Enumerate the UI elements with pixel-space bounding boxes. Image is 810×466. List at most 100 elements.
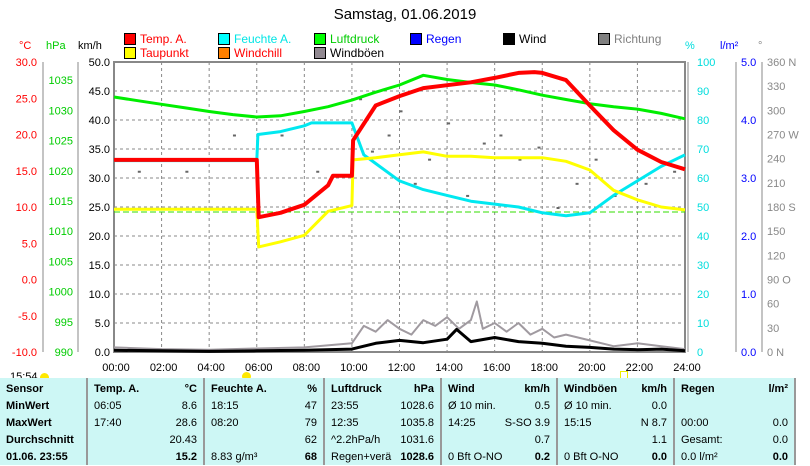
cell-value: 1.1 bbox=[651, 434, 667, 446]
table-row: 12:35 1035.8 bbox=[331, 415, 434, 432]
cell-value: N 8.7 bbox=[640, 417, 667, 429]
rain-tick-label: 3.0 bbox=[741, 173, 756, 185]
x-tick-label: 08:00 bbox=[293, 362, 321, 374]
percent-tick-label: 10 bbox=[697, 318, 709, 330]
table-row: Durchschnitt bbox=[6, 432, 80, 449]
direction-tick-label: 300 bbox=[767, 105, 785, 117]
cell-value: km/h bbox=[524, 383, 550, 395]
x-tick-label: 06:00 bbox=[245, 362, 273, 374]
legend-item: Temp. A. bbox=[124, 32, 187, 46]
hpa-tick-label: 1015 bbox=[49, 196, 73, 208]
cell-value: 1028.6 bbox=[400, 451, 434, 463]
unit-hpa: hPa bbox=[46, 40, 66, 52]
hpa-tick-label: 1035 bbox=[49, 75, 73, 87]
cell-label: MaxWert bbox=[6, 417, 52, 429]
x-tick-label: 22:00 bbox=[626, 362, 654, 374]
hpa-tick-label: 1000 bbox=[49, 287, 73, 299]
celsius-tick-label: 30.0 bbox=[16, 57, 37, 69]
kmh-tick-label: 25.0 bbox=[89, 202, 110, 214]
hpa-tick-label: 1010 bbox=[49, 226, 73, 238]
kmh-tick-label: 0.0 bbox=[95, 347, 110, 359]
table-column: Temp. A. °C 06:05 8.6 17:40 28.6 20.43 15.2 bbox=[88, 378, 205, 465]
legend-swatch bbox=[124, 47, 136, 59]
direction-tick-label: 180 S bbox=[767, 202, 796, 214]
direction-dot bbox=[537, 146, 541, 149]
table-row: 0 Bft O-NO 0.2 bbox=[448, 449, 550, 466]
table-row: 8.83 g/m³ 68 bbox=[211, 449, 317, 466]
table-row: Ø 10 min. 0.5 bbox=[448, 398, 550, 415]
table-row: 23:55 1028.6 bbox=[331, 398, 434, 415]
direction-dot bbox=[316, 170, 320, 173]
cell-value: °C bbox=[184, 383, 197, 395]
direction-dot bbox=[518, 158, 522, 161]
cell-value: 0.0 bbox=[772, 451, 788, 463]
legend-label: Richtung bbox=[614, 32, 662, 46]
cell-label: ^2.2hPa/h bbox=[331, 434, 381, 446]
cell-label: Durchschnitt bbox=[6, 434, 74, 446]
hpa-tick-label: 1020 bbox=[49, 166, 73, 178]
legend-item: Feuchte A. bbox=[218, 32, 291, 46]
cell-label: 0 Bft O-NO bbox=[448, 451, 503, 463]
percent-tick-label: 80 bbox=[697, 115, 709, 127]
table-header: Regen l/m² bbox=[681, 381, 788, 398]
series-line-temp-a- bbox=[114, 70, 686, 220]
direction-tick-label: 330 bbox=[767, 81, 785, 93]
table-row: 1.1 bbox=[564, 432, 667, 449]
x-tick-label: 04:00 bbox=[197, 362, 225, 374]
kmh-tick-label: 15.0 bbox=[89, 260, 110, 272]
sun-icon bbox=[40, 373, 49, 378]
cell-value: 62 bbox=[304, 434, 317, 446]
hpa-tick-label: 990 bbox=[55, 347, 73, 359]
cell-value: 15.2 bbox=[175, 451, 197, 463]
table-column: Wind km/h Ø 10 min. 0.5 14:25 S-SO 3.9 0.7 0 Bf… bbox=[442, 378, 558, 465]
rain-tick-label: 0.0 bbox=[741, 347, 756, 359]
table-row: 18:15 47 bbox=[211, 398, 317, 415]
direction-dot bbox=[644, 182, 648, 185]
percent-tick-label: 50 bbox=[697, 202, 709, 214]
legend-item: Taupunkt bbox=[124, 46, 189, 60]
cell-label: Windböen bbox=[564, 383, 618, 395]
percent-tick-label: 0 bbox=[697, 347, 703, 359]
legend-item: Windchill bbox=[218, 46, 282, 60]
cell-label: Ø 10 min. bbox=[564, 400, 612, 412]
table-row: Regen+verä 1028.6 bbox=[331, 449, 434, 466]
direction-tick-label: 60 bbox=[767, 299, 779, 311]
legend-swatch bbox=[218, 33, 230, 45]
table-row: 15.2 bbox=[94, 449, 197, 466]
celsius-tick-label: 5.0 bbox=[22, 238, 37, 250]
direction-tick-label: 210 bbox=[767, 178, 785, 190]
cell-label: MinWert bbox=[6, 400, 50, 412]
hpa-tick-label: 1025 bbox=[49, 136, 73, 148]
legend-label: Taupunkt bbox=[140, 46, 189, 60]
legend-swatch bbox=[503, 33, 515, 45]
legend-item: Richtung bbox=[598, 32, 661, 46]
cell-value: 0.2 bbox=[534, 451, 550, 463]
direction-dot bbox=[387, 134, 391, 137]
sunrise-icon bbox=[242, 372, 251, 381]
celsius-tick-label: -5.0 bbox=[18, 311, 37, 323]
cell-label: Wind bbox=[448, 383, 475, 395]
direction-tick-label: 270 W bbox=[767, 130, 799, 142]
statistics-table: Sensor MinWert MaxWert Durchschnitt 01.06. 2… bbox=[0, 378, 796, 465]
cell-value: 47 bbox=[304, 400, 317, 412]
plot-frame bbox=[113, 61, 686, 353]
table-header: Windböen km/h bbox=[564, 381, 667, 398]
direction-dot bbox=[137, 170, 141, 173]
x-tick-label: 10:00 bbox=[340, 362, 368, 374]
table-header: Feuchte A.% bbox=[211, 381, 317, 398]
table-row: 0.0 l/m² 0.0 bbox=[681, 449, 788, 466]
direction-dot bbox=[428, 158, 432, 161]
table-row: 20.43 bbox=[94, 432, 197, 449]
cell-value: 68 bbox=[304, 451, 317, 463]
direction-dot bbox=[413, 182, 417, 185]
rain-tick-label: 1.0 bbox=[741, 289, 756, 301]
cell-label: 18:15 bbox=[211, 400, 239, 412]
celsius-tick-label: 15.0 bbox=[16, 166, 37, 178]
cell-label: 06:05 bbox=[94, 400, 122, 412]
cell-label: 12:35 bbox=[331, 417, 359, 429]
table-row: Ø 10 min. 0.0 bbox=[564, 398, 667, 415]
cell-value: S-SO 3.9 bbox=[504, 417, 550, 429]
cell-value: 0.0 bbox=[772, 417, 788, 429]
rain-tick-label: 2.0 bbox=[741, 231, 756, 243]
direction-tick-label: 120 bbox=[767, 250, 785, 262]
